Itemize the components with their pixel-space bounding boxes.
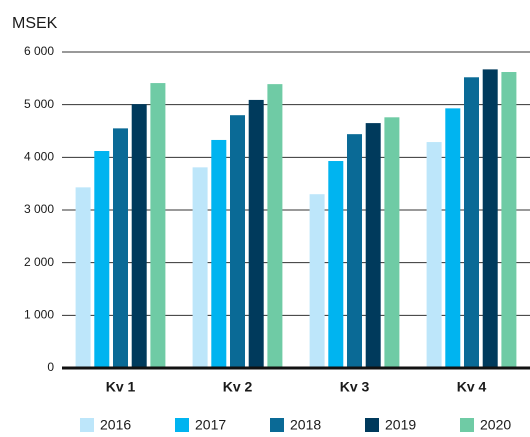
bar <box>482 69 498 368</box>
bar <box>150 83 166 368</box>
bar <box>131 104 147 368</box>
bar <box>445 108 461 368</box>
bar <box>464 77 479 368</box>
bar <box>94 151 110 368</box>
bar <box>230 115 245 368</box>
y-tick-label: 1 000 <box>24 308 54 322</box>
y-tick-label: 0 <box>47 360 54 374</box>
bar <box>192 167 208 368</box>
bar <box>267 84 283 369</box>
x-tick-label: Kv 3 <box>340 379 370 395</box>
y-tick-label: 4 000 <box>24 150 54 164</box>
legend-swatch <box>460 418 474 432</box>
legend-label: 2020 <box>480 417 511 433</box>
bar <box>328 161 344 368</box>
bar <box>113 128 128 368</box>
legend-label: 2017 <box>195 417 226 433</box>
x-tick-label: Kv 1 <box>106 379 136 395</box>
chart-title: MSEK <box>12 15 58 32</box>
legend-swatch <box>80 418 94 432</box>
legend-label: 2018 <box>290 417 321 433</box>
bar <box>501 72 517 368</box>
x-tick-label: Kv 2 <box>223 379 253 395</box>
bar <box>384 117 400 368</box>
y-tick-label: 2 000 <box>24 255 54 269</box>
legend-label: 2016 <box>100 417 131 433</box>
bar <box>211 139 227 368</box>
legend-swatch <box>270 418 284 432</box>
bar <box>426 142 442 368</box>
bar <box>248 99 264 368</box>
bar <box>309 194 325 368</box>
x-tick-label: Kv 4 <box>457 379 487 395</box>
y-tick-label: 5 000 <box>24 97 54 111</box>
bar <box>347 134 362 368</box>
y-tick-label: 3 000 <box>24 202 54 216</box>
bar <box>75 187 91 368</box>
y-tick-label: 6 000 <box>24 44 54 58</box>
legend-swatch <box>175 418 189 432</box>
legend-swatch <box>365 418 379 432</box>
legend-label: 2019 <box>385 417 416 433</box>
bar <box>365 123 381 368</box>
